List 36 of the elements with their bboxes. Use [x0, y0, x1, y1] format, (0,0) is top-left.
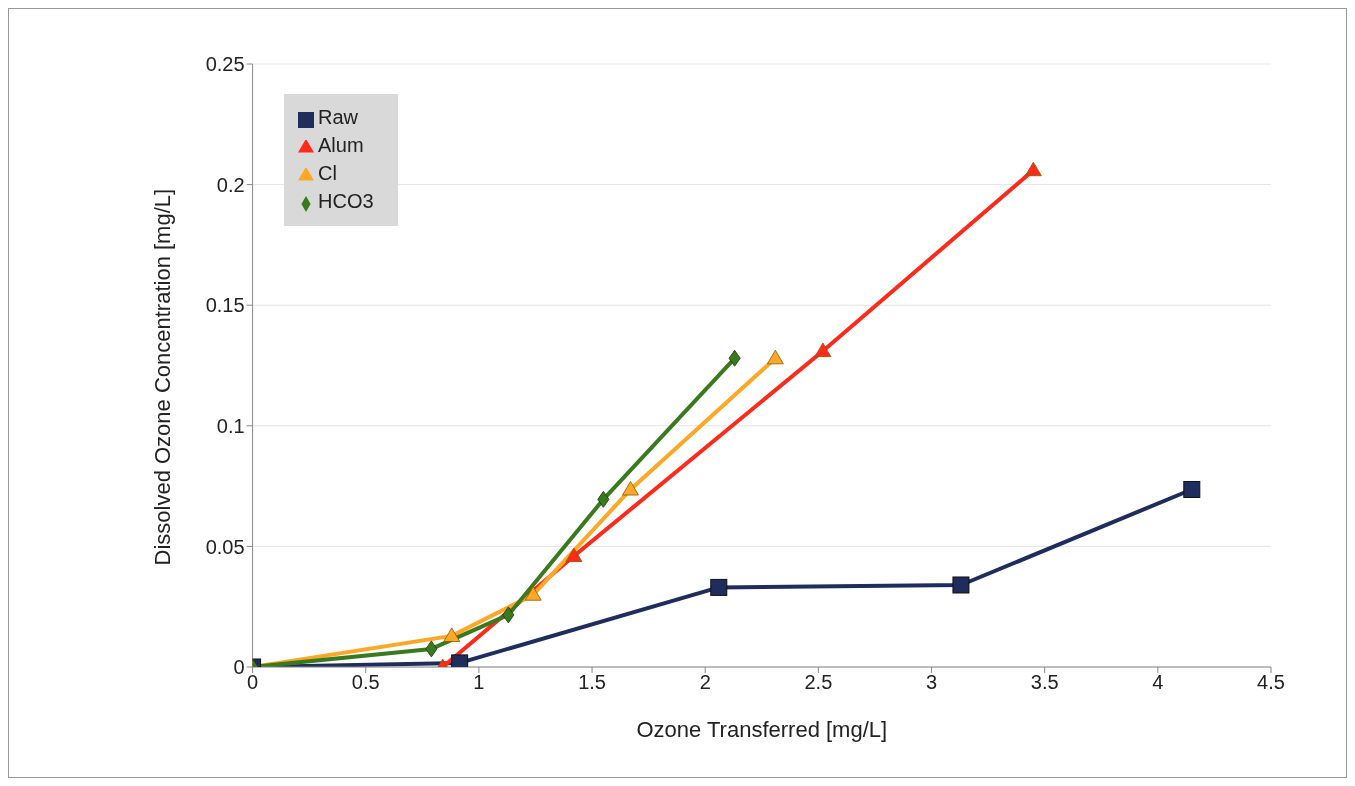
- point: [728, 349, 741, 367]
- point: [952, 576, 970, 594]
- x-tick-label: 3.5: [1030, 671, 1059, 694]
- y-tick-label: 0.05: [205, 535, 245, 558]
- x-tick-label: 0: [247, 671, 259, 694]
- point: [814, 342, 832, 358]
- point: [1024, 161, 1042, 177]
- legend-label: Raw: [318, 106, 359, 128]
- point: [502, 606, 515, 624]
- x-tick-label: 2: [699, 671, 711, 694]
- point: [425, 640, 438, 658]
- y-tick-label: 0.2: [216, 173, 245, 196]
- x-tick-label: 1.5: [578, 671, 606, 694]
- point: [766, 349, 784, 365]
- point: [597, 490, 610, 508]
- x-axis-title: Ozone Transferred [mg/L]: [636, 717, 888, 742]
- point: [710, 578, 728, 596]
- legend-label: HCO3: [318, 190, 374, 212]
- x-tick-label: 3: [925, 671, 938, 694]
- y-tick-label: 0: [233, 656, 245, 679]
- y-tick-label: 0.15: [205, 294, 245, 317]
- y-tick-label: 0.1: [216, 414, 245, 437]
- x-tick-label: 2.5: [804, 671, 833, 694]
- legend-label: Cl: [318, 162, 337, 184]
- x-tick-label: 0.5: [351, 671, 380, 694]
- point: [1183, 480, 1201, 498]
- x-tick-label: 4.5: [1257, 671, 1285, 694]
- point: [565, 547, 583, 563]
- x-tick-label: 1: [473, 671, 485, 694]
- x-tick-label: 4: [1152, 671, 1164, 694]
- y-tick-label: 0.25: [205, 53, 245, 76]
- point: [622, 481, 639, 496]
- point: [524, 586, 542, 601]
- legend-label: Alum: [318, 134, 364, 156]
- y-axis-title: Dissolved Ozone Concentration [mg/L]: [150, 188, 176, 566]
- point: [443, 627, 461, 642]
